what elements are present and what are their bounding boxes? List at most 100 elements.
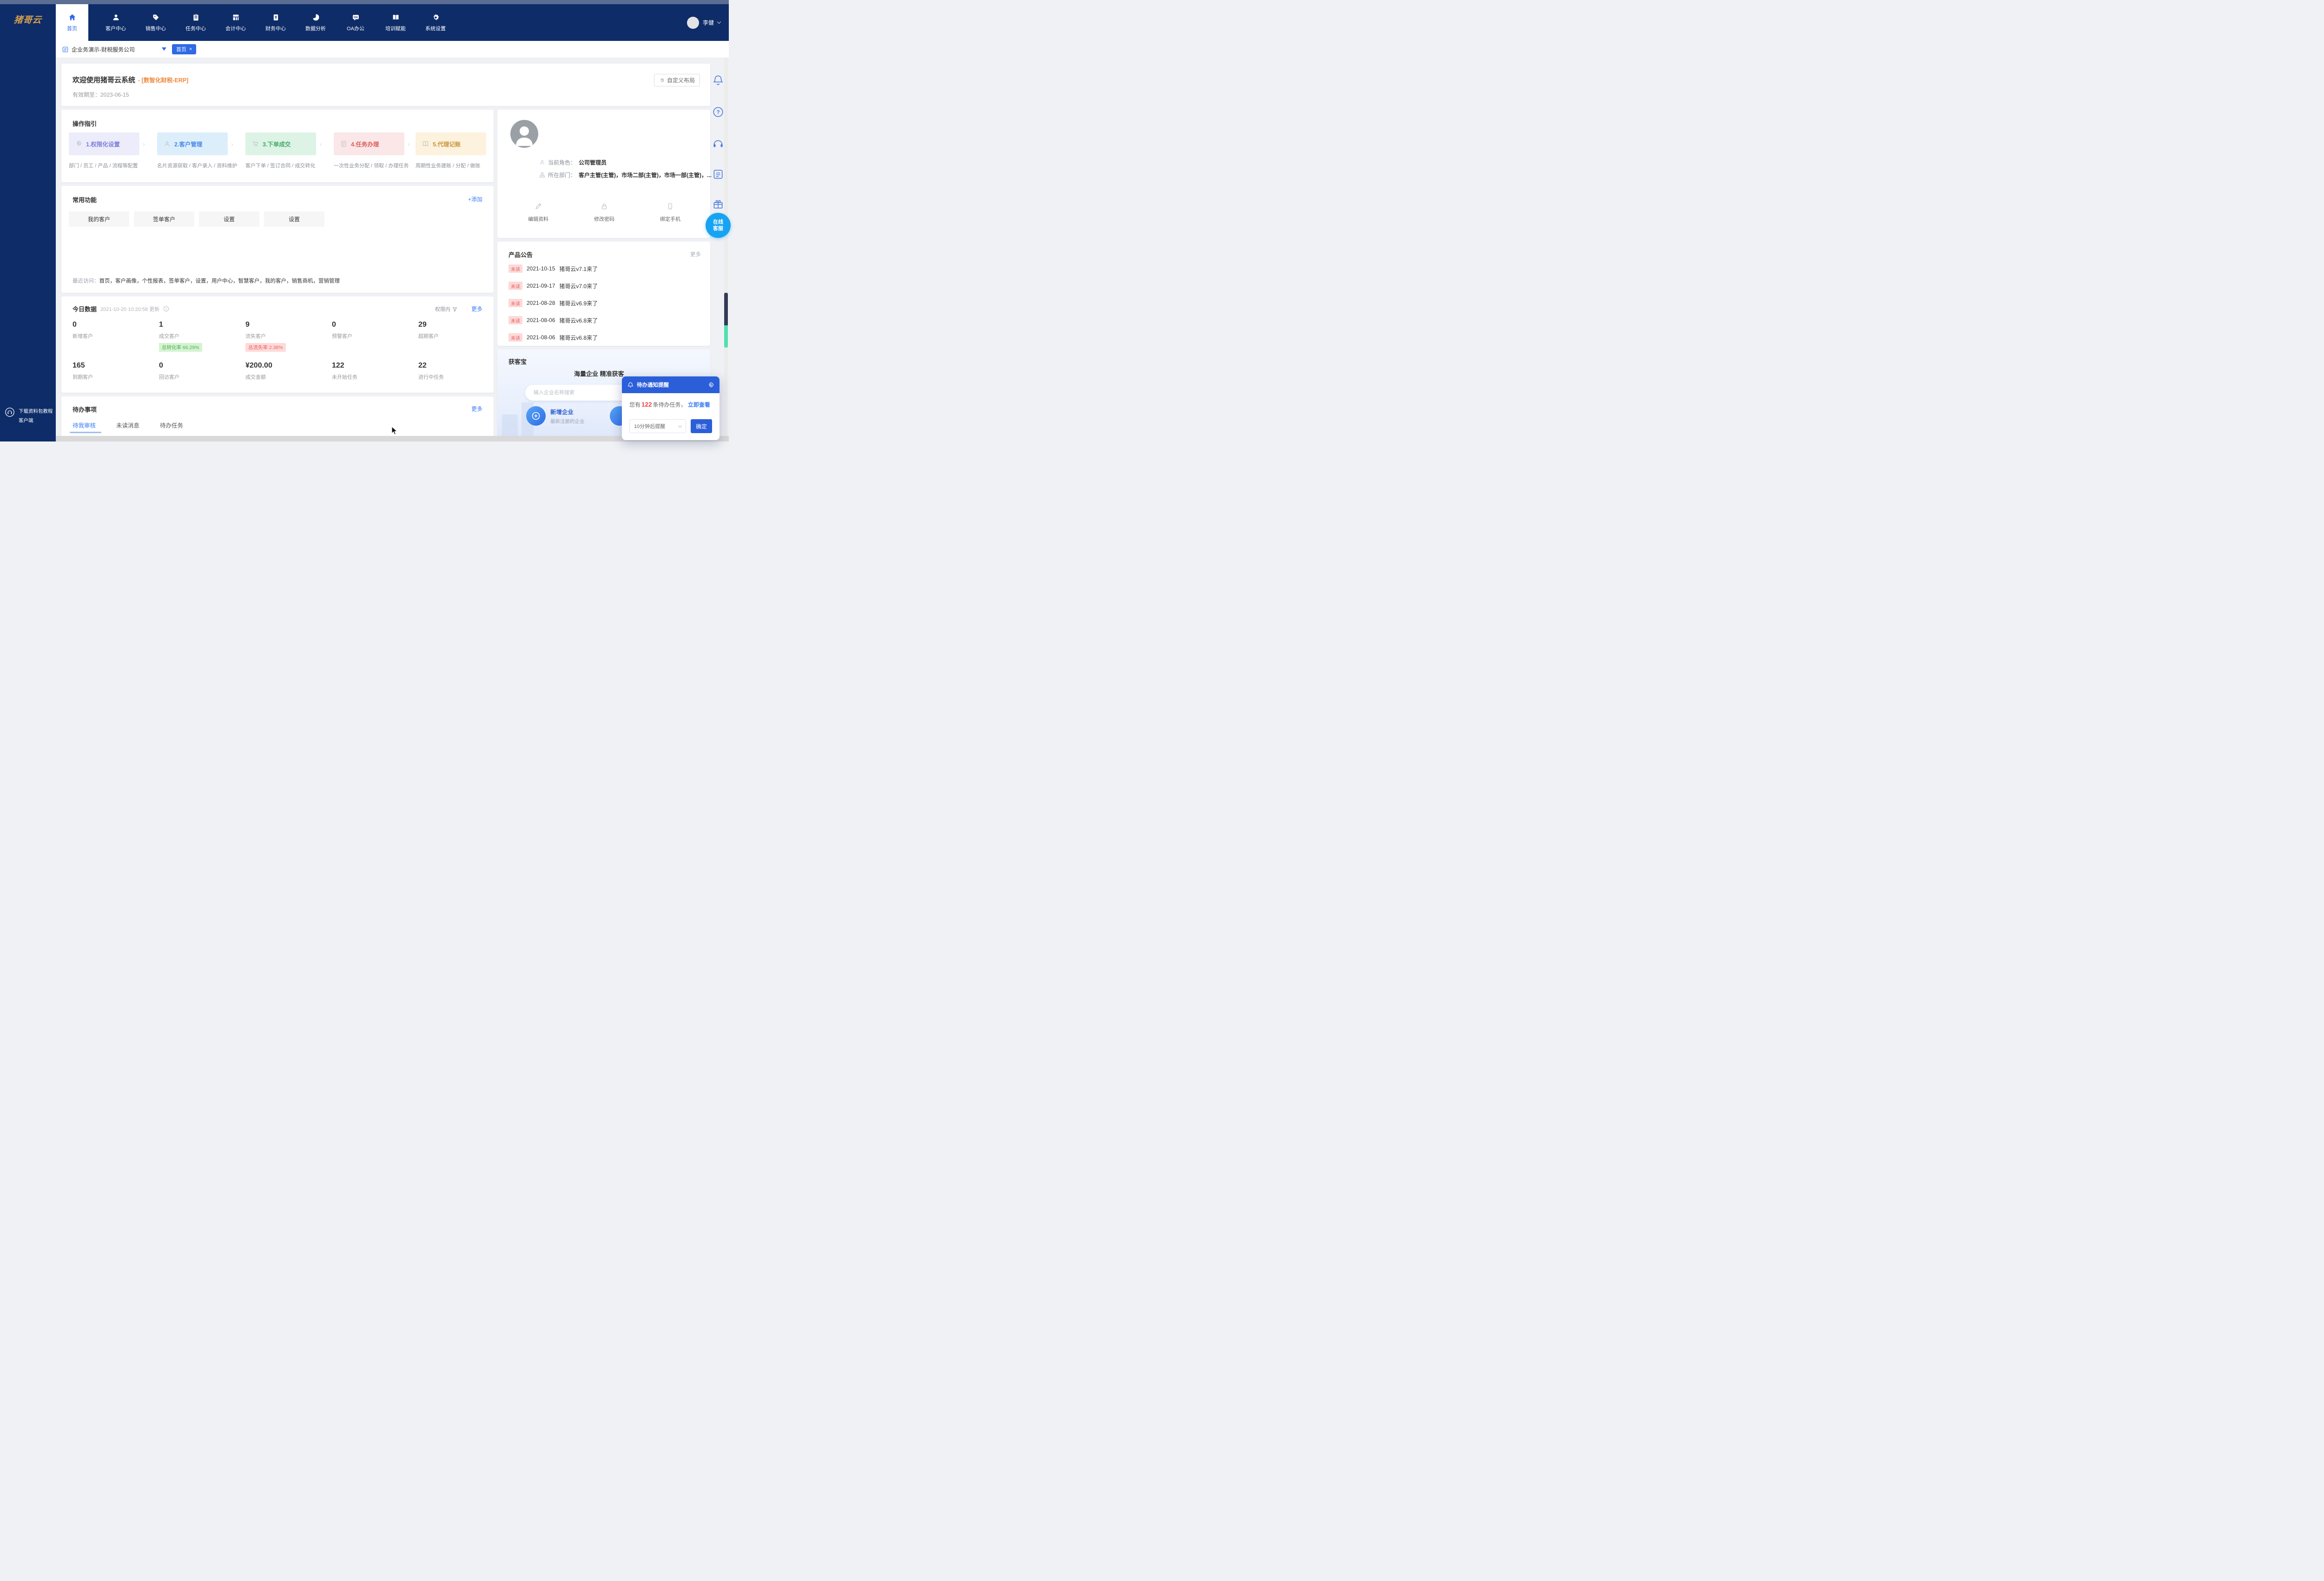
edit-profile-action[interactable]: 编辑资料 [510, 203, 566, 223]
announcement-item[interactable]: 未读 2021-08-28 猪哥云v6.9来了 [508, 299, 704, 307]
rail-feedback-form-icon[interactable] [712, 168, 724, 180]
nav-item-task-center[interactable]: 任务中心 [176, 4, 216, 41]
person-icon [516, 126, 533, 146]
stat-deal-amount[interactable]: ¥200.00 成交金额 [245, 362, 272, 380]
profile-avatar[interactable] [510, 120, 538, 148]
nav-item-home[interactable]: 首页 [56, 4, 88, 41]
stat-deal-customers[interactable]: 1 成交客户 总转化率 66.29% [159, 321, 243, 352]
confirm-button[interactable]: 确定 [691, 419, 712, 433]
guide-step-3[interactable]: 3.下单成交 [245, 132, 316, 155]
company-dropdown-caret[interactable] [162, 47, 166, 51]
remind-later-value: 10分钟后提醒 [634, 424, 666, 429]
nav-item-training[interactable]: 培训赋能 [376, 4, 416, 41]
unread-badge: 未读 [508, 316, 522, 324]
customize-layout-button[interactable]: 自定义布局 [654, 74, 700, 86]
todo-more-link[interactable]: 更多 [471, 406, 482, 412]
stat-lost-customers[interactable]: 9 流失客户 总流失率 2.38% [245, 321, 329, 352]
stat-warning-customers[interactable]: 0 预警客户 [332, 321, 352, 339]
scope-filter[interactable]: 权限内 [435, 305, 457, 313]
announcement-item[interactable]: 未读 2021-10-15 猪哥云v7.1来了 [508, 264, 704, 273]
guide-step-1[interactable]: 1.权限化设置 [69, 132, 139, 155]
nav-item-customer-center[interactable]: 客户中心 [96, 4, 136, 41]
guide-title: 操作指引 [73, 120, 97, 127]
quick-button-settings-2[interactable]: 设置 [264, 211, 324, 227]
customer-manage-icon [165, 141, 170, 146]
todo-tab-pending-review[interactable]: 待我审核 [73, 422, 96, 429]
permission-gear-icon [76, 140, 82, 146]
stat-overdue-customers[interactable]: 29 超期客户 [418, 321, 439, 339]
add-quick-function-link[interactable]: +添加 [468, 196, 482, 203]
new-company-entry[interactable]: 新增企业 最新注册的企业 [526, 406, 585, 426]
lead-finder-headline: 海量企业 精准获客 [574, 370, 624, 377]
popup-settings-gear-icon[interactable] [708, 382, 714, 388]
popup-message: 您有 122 条待办任务， 立即查看 [629, 401, 710, 408]
scrollbar-track[interactable] [724, 58, 728, 441]
welcome-title: 欢迎使用猪哥云系统 - [数智化财税-ERP] [73, 76, 189, 84]
remind-later-select[interactable]: 10分钟后提醒 [629, 419, 686, 433]
guide-step-5[interactable]: 5.代理记账 [416, 132, 486, 155]
top-navigation: 首页 客户中心 销售中心 任务中心 会计中心 财务中心 数据分析 OA OA办公… [56, 4, 729, 41]
download-resources-link[interactable]: 下载资料包教程 客户端 [5, 407, 53, 426]
today-more-link[interactable]: 更多 [471, 306, 482, 312]
edit-profile-label: 编辑资料 [528, 217, 548, 222]
scrollbar-thumb[interactable] [724, 293, 728, 325]
scrollbar-thumb-accent[interactable] [724, 325, 728, 348]
announcement-item[interactable]: 未读 2021-09-17 猪哥云v7.0来了 [508, 282, 704, 290]
stat-revisit-customers[interactable]: 0 回访客户 [159, 362, 179, 380]
unread-badge: 未读 [508, 282, 522, 290]
guide-step-label: 3.下单成交 [263, 141, 291, 148]
recent-visits-items[interactable]: 首页，客户画像，个性报表，签单客户，设置，用户中心，智慧客户，我的客户，销售商机… [99, 278, 340, 284]
sales-tag-icon [153, 14, 158, 20]
info-icon[interactable] [163, 306, 169, 312]
rail-headset-icon[interactable] [712, 138, 724, 150]
stat-not-started-tasks[interactable]: 122 未开始任务 [332, 362, 357, 380]
bind-phone-action[interactable]: 绑定手机 [642, 203, 698, 223]
quick-button-settings-1[interactable]: 设置 [199, 211, 259, 227]
todo-tab-unread-messages[interactable]: 未读消息 [116, 422, 140, 429]
company-selector[interactable]: 企业务演示-财税服务公司 [62, 46, 135, 53]
conversion-rate-badge: 总转化率 66.29% [159, 343, 202, 352]
guide-card: 操作指引 1.权限化设置 › 2.客户管理 › 3.下单成交 › 4.任务办理 … [61, 110, 494, 182]
quick-button-signed-customers[interactable]: 签单客户 [134, 211, 194, 227]
rail-gift-icon[interactable] [712, 198, 724, 210]
tab-close-icon[interactable]: × [189, 46, 192, 52]
open-tab-home[interactable]: 首页 × [172, 44, 197, 54]
nav-item-accounting-center[interactable]: 会计中心 [216, 4, 256, 41]
announcement-item[interactable]: 未读 2021-08-06 猪哥云v6.8来了 [508, 316, 704, 324]
nav-item-system-settings[interactable]: 系统设置 [416, 4, 456, 41]
profile-dept-line: 所在部门： 客户主管(主管)，市场二部(主管)，市场一部(主管)，... [539, 171, 712, 179]
announcements-more-link[interactable]: 更多 [690, 252, 701, 257]
bottom-scrollbar-strip[interactable] [56, 436, 729, 441]
accounting-grid-icon [233, 14, 238, 20]
nav-item-sales-center[interactable]: 销售中心 [136, 4, 176, 41]
quick-title: 常用功能 [73, 197, 97, 204]
new-company-icon [526, 406, 546, 426]
stat-new-customers[interactable]: 0 新增客户 [73, 321, 93, 339]
nav-item-oa-office[interactable]: OA OA办公 [336, 4, 376, 41]
rail-help-icon[interactable]: ? [712, 106, 724, 118]
guide-step-label: 2.客户管理 [174, 141, 203, 148]
tab-label: 首页 [176, 47, 186, 53]
popup-header: 待办通知提醒 [622, 376, 720, 393]
stat-expiring-customers[interactable]: 165 到期客户 [73, 362, 93, 380]
popup-title: 待办通知提醒 [637, 382, 669, 388]
view-now-link[interactable]: 立即查看 [687, 402, 710, 408]
unread-badge: 未读 [508, 333, 522, 342]
nav-item-data-analytics[interactable]: 数据分析 [296, 4, 336, 41]
todo-title: 待办事项 [73, 406, 97, 413]
finance-doc-icon [273, 14, 278, 20]
oa-bubble-icon: OA [352, 14, 359, 20]
arrow-right-icon: › [143, 140, 145, 148]
guide-step-4[interactable]: 4.任务办理 [334, 132, 404, 155]
nav-item-finance-center[interactable]: 财务中心 [256, 4, 296, 41]
rail-bell-icon[interactable] [712, 74, 724, 86]
quick-button-my-customers[interactable]: 我的客户 [69, 211, 129, 227]
announcement-item[interactable]: 未读 2021-08-06 猪哥云v6.8来了 [508, 333, 704, 342]
todo-tab-todo-tasks[interactable]: 待办任务 [160, 422, 184, 429]
guide-step-2[interactable]: 2.客户管理 [157, 132, 228, 155]
lead-finder-title: 获客宝 [508, 358, 527, 365]
stat-in-progress-tasks[interactable]: 22 进行中任务 [418, 362, 444, 380]
online-service-button[interactable]: 在线 客服 [706, 213, 731, 238]
change-password-action[interactable]: 修改密码 [576, 203, 632, 223]
user-menu[interactable]: 李健 [687, 4, 721, 41]
